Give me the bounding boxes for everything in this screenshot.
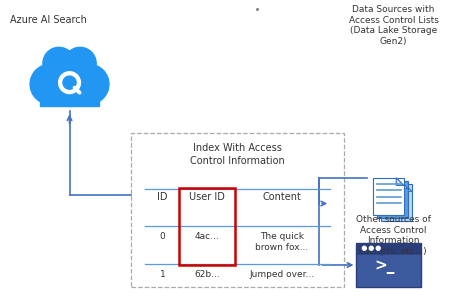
- Text: Data Sources with
Access Control Lists
(Data Lake Storage
Gen2): Data Sources with Access Control Lists (…: [349, 5, 438, 45]
- Text: 4ac...: 4ac...: [195, 232, 219, 241]
- Text: 0: 0: [160, 232, 166, 241]
- Bar: [131, 133, 344, 287]
- Circle shape: [59, 72, 80, 94]
- Text: The quick
brown fox...: The quick brown fox...: [255, 232, 309, 252]
- FancyBboxPatch shape: [377, 181, 408, 218]
- Bar: [40, 83, 99, 107]
- Circle shape: [362, 246, 366, 250]
- Circle shape: [369, 246, 373, 250]
- FancyBboxPatch shape: [356, 243, 421, 287]
- Text: >_: >_: [375, 259, 395, 274]
- Circle shape: [69, 64, 109, 104]
- Polygon shape: [396, 178, 404, 185]
- Circle shape: [64, 47, 96, 80]
- Circle shape: [63, 76, 76, 89]
- Circle shape: [30, 64, 70, 104]
- Bar: [178, 188, 235, 265]
- Bar: [356, 243, 421, 254]
- Text: User ID: User ID: [189, 192, 225, 202]
- Circle shape: [376, 246, 380, 250]
- Polygon shape: [400, 181, 408, 188]
- Text: ID: ID: [158, 192, 168, 202]
- Text: 1: 1: [160, 270, 166, 279]
- Text: Content: Content: [263, 192, 301, 202]
- Text: 62b...: 62b...: [194, 270, 220, 279]
- Polygon shape: [404, 184, 412, 191]
- Circle shape: [42, 51, 97, 107]
- FancyBboxPatch shape: [381, 184, 412, 221]
- Text: Other sources of
Access Control
Information
(Scripts, etc...): Other sources of Access Control Informat…: [356, 216, 431, 256]
- Text: Azure AI Search: Azure AI Search: [10, 15, 87, 25]
- FancyBboxPatch shape: [373, 178, 404, 215]
- Text: Jumped over...: Jumped over...: [250, 270, 315, 279]
- Circle shape: [43, 47, 75, 80]
- Text: Index With Access
Control Information: Index With Access Control Information: [190, 143, 285, 166]
